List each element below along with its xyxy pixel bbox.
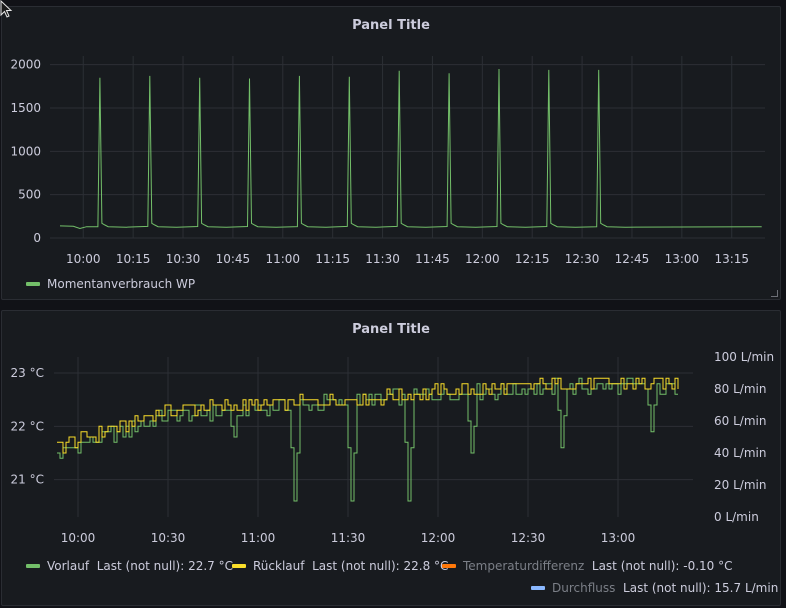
legend-stat: Last (not null): -0.10 °C — [591, 559, 733, 573]
mouse-cursor-icon — [0, 0, 13, 18]
x-tick-label: 12:30 — [565, 252, 600, 266]
x-tick-label: 11:00 — [241, 531, 276, 545]
legend-stat: Last (not null): 22.7 °C — [96, 559, 234, 573]
y-left-tick-label: 23 °C — [11, 366, 44, 380]
legend-swatch — [531, 585, 545, 590]
y-tick-label: 500 — [18, 188, 41, 202]
legend-stat: Last (not null): 22.8 °C — [312, 559, 449, 573]
y-right-tick-label: 60 L/min — [714, 414, 766, 428]
legend-item-vorlauf[interactable]: Vorlauf Last (not null): 22.7 °C — [26, 559, 233, 573]
y-right-tick-label: 80 L/min — [714, 382, 766, 396]
x-tick-label: 12:15 — [515, 252, 550, 266]
x-tick-label: 10:15 — [116, 252, 151, 266]
legend-label: Vorlauf — [47, 559, 90, 573]
legend-stat: Last (not null): 15.7 L/min — [623, 581, 779, 595]
panel-momentanverbrauch: Panel Title 0 500 1000 1500 2000 10:00 10:15 10… — [1, 6, 781, 300]
panel-temperaturen: Panel Title 0 L/min 20 L/min 40 L/min 60 L/… — [1, 310, 781, 606]
chart-temperaturen: 0 L/min 20 L/min 40 L/min 60 L/min 80 L/min 1… — [11, 350, 775, 545]
x-tick-label: 10:30 — [166, 252, 201, 266]
legend-swatch — [232, 563, 246, 568]
x-tick-label: 11:00 — [265, 252, 300, 266]
x-tick-label: 12:00 — [421, 531, 456, 545]
series-line-momentanverbrauch — [59, 68, 762, 230]
legend-item-ruecklauf[interactable]: Rücklauf Last (not null): 22.8 °C — [232, 559, 448, 573]
legend-swatch — [26, 281, 40, 286]
x-tick-label: 10:00 — [66, 252, 101, 266]
y-tick-label: 1000 — [10, 144, 41, 158]
y-right-tick-label: 40 L/min — [714, 446, 766, 460]
legend-label: Momentanverbrauch WP — [47, 277, 196, 291]
chart-momentanverbrauch: 0 500 1000 1500 2000 10:00 10:15 10:30 10:45 11:0… — [10, 56, 765, 266]
legend-label: Temperaturdifferenz — [463, 559, 585, 573]
x-tick-label: 11:30 — [331, 531, 366, 545]
x-tick-label: 12:00 — [465, 252, 500, 266]
legend-item-temperaturdifferenz[interactable]: Temperaturdifferenz Last (not null): -0.… — [442, 559, 733, 573]
panel-title[interactable]: Panel Title — [352, 18, 430, 33]
y-right-tick-label: 20 L/min — [714, 478, 766, 492]
x-tick-label: 11:15 — [315, 252, 350, 266]
series-line-ruecklauf — [57, 377, 679, 454]
legend-label: Rücklauf — [253, 559, 305, 573]
y-right-tick-label: 100 L/min — [714, 350, 774, 364]
y-tick-label: 2000 — [10, 58, 41, 72]
y-tick-label: 0 — [33, 231, 41, 245]
resize-handle-icon[interactable] — [771, 290, 778, 297]
x-tick-label: 11:30 — [365, 252, 400, 266]
legend-swatch — [442, 563, 456, 568]
y-left-tick-label: 22 °C — [11, 419, 44, 433]
x-tick-label: 13:15 — [714, 252, 749, 266]
legend-item-momentanverbrauch[interactable]: Momentanverbrauch WP — [26, 277, 195, 291]
legend-swatch — [26, 563, 40, 568]
x-tick-label: 13:00 — [665, 252, 700, 266]
x-tick-label: 10:45 — [216, 252, 251, 266]
x-tick-label: 12:45 — [615, 252, 650, 266]
series-line-vorlauf — [57, 377, 678, 502]
x-tick-label: 10:00 — [61, 531, 96, 545]
x-tick-label: 12:30 — [511, 531, 546, 545]
x-tick-label: 13:00 — [601, 531, 636, 545]
x-tick-label: 10:30 — [151, 531, 186, 545]
y-left-tick-label: 21 °C — [11, 473, 44, 487]
legend-label: Durchfluss — [552, 581, 616, 595]
legend-item-durchfluss[interactable]: Durchfluss Last (not null): 15.7 L/min — [531, 581, 778, 595]
panel-title[interactable]: Panel Title — [352, 322, 430, 337]
y-tick-label: 1500 — [10, 101, 41, 115]
x-tick-label: 11:45 — [415, 252, 450, 266]
y-right-tick-label: 0 L/min — [714, 510, 759, 524]
